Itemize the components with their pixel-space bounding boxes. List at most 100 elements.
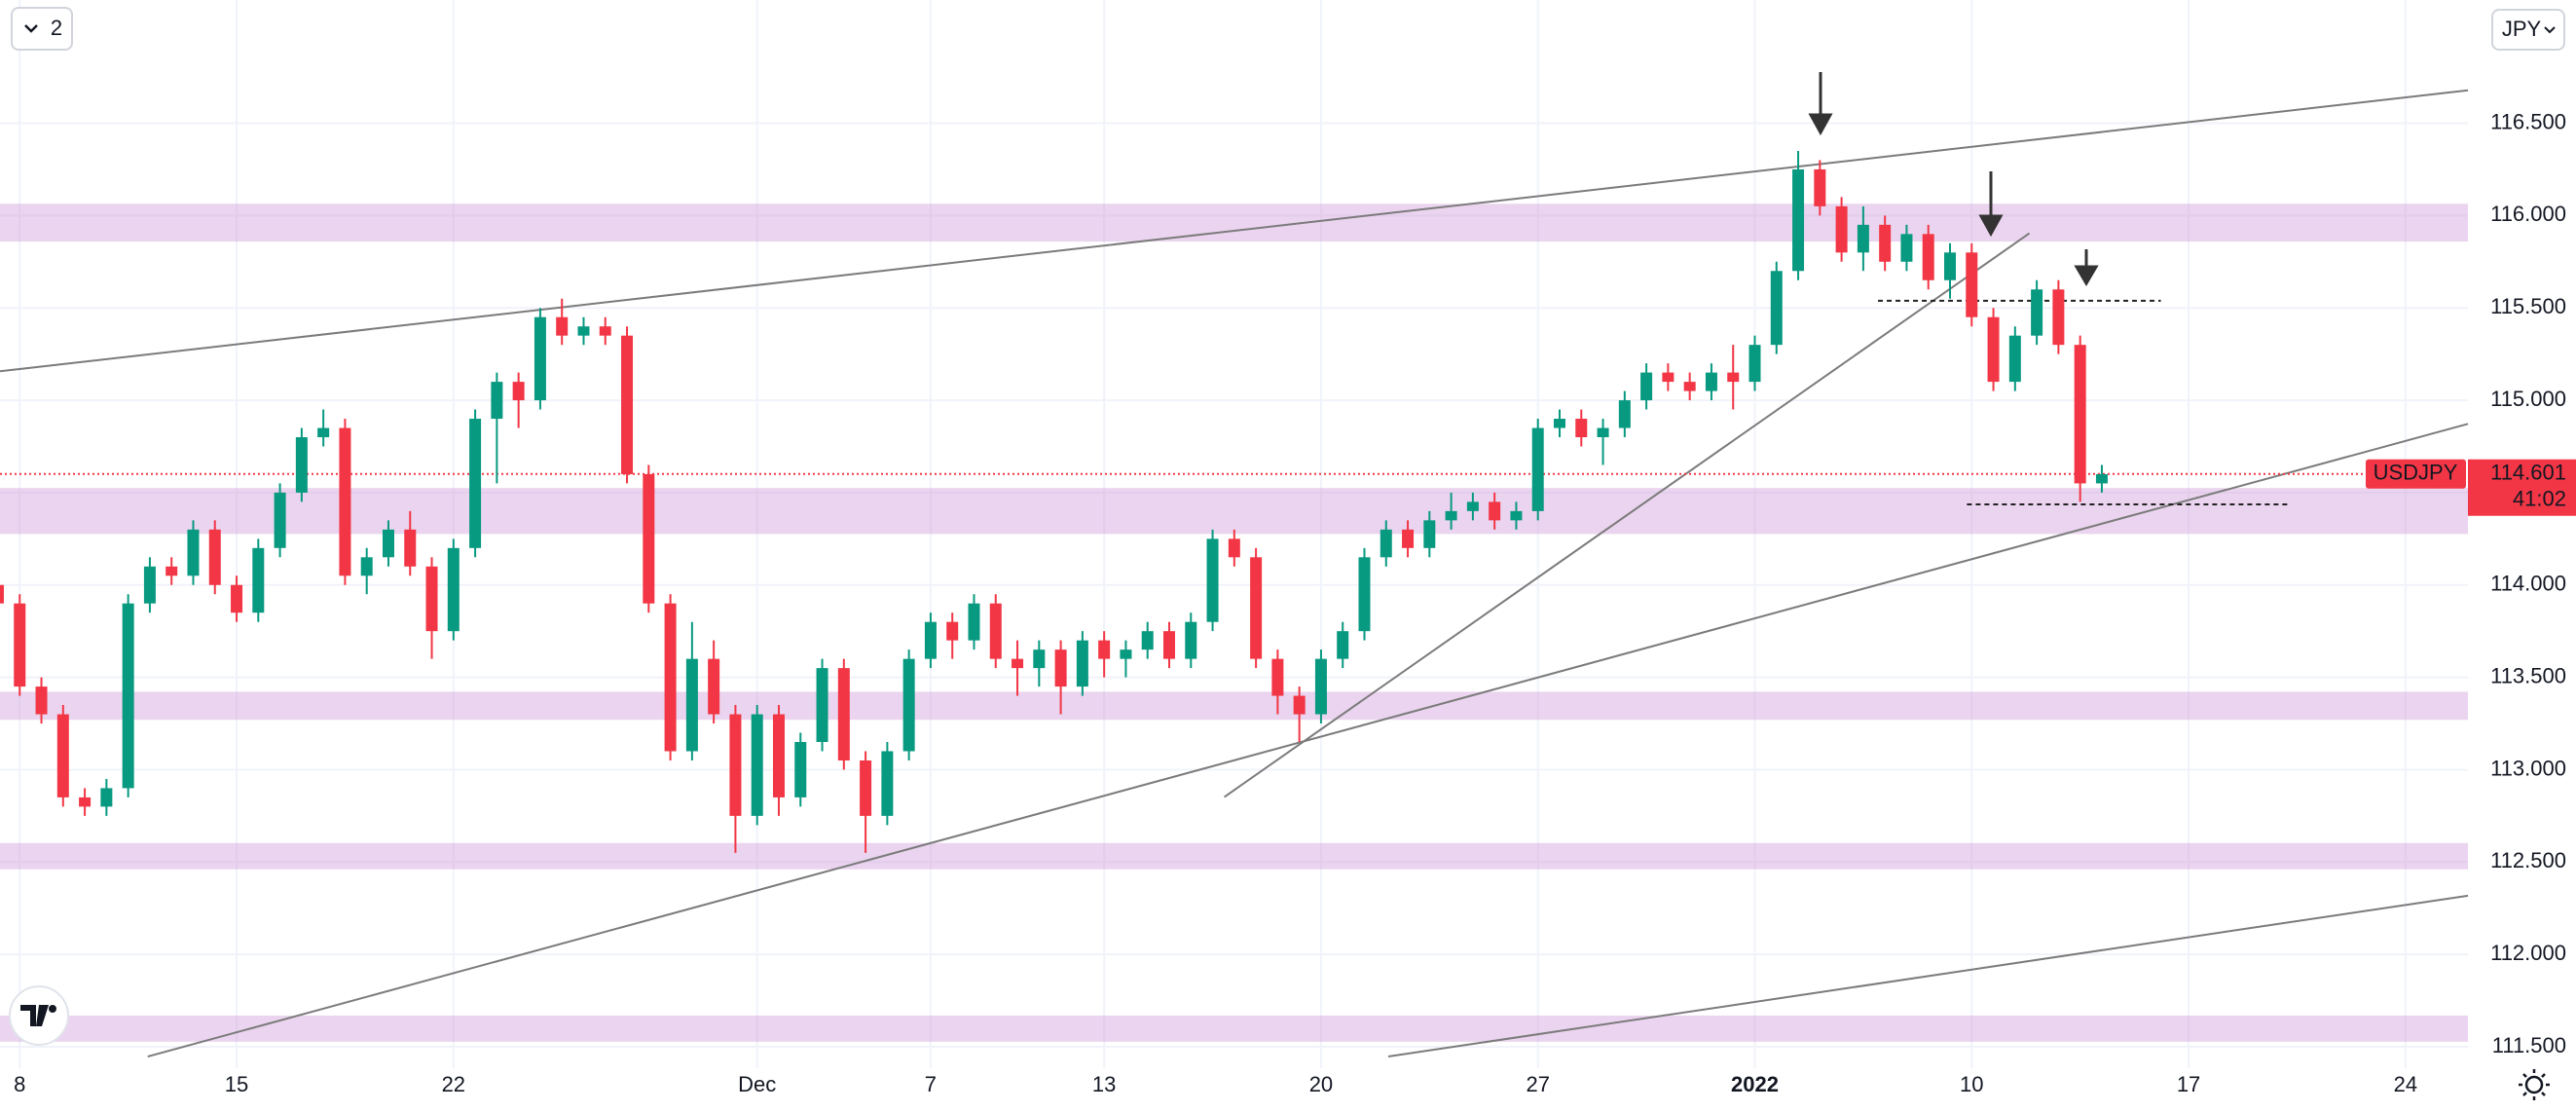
arrow-head: [1978, 214, 2004, 238]
candle-body: [1358, 557, 1371, 632]
candle-body: [1531, 427, 1544, 511]
candle-body: [1597, 427, 1609, 438]
x-tick-label: 2022: [1731, 1072, 1779, 1096]
candle-body: [729, 714, 742, 816]
candle-body: [469, 419, 482, 548]
candle-body: [122, 603, 134, 789]
candle-body: [643, 473, 655, 604]
candle-body: [208, 529, 221, 585]
candle-body: [317, 427, 330, 438]
candle-body: [1466, 501, 1479, 511]
candle-body: [14, 603, 26, 687]
candle-body: [534, 316, 546, 401]
settings-icon[interactable]: [2519, 1069, 2550, 1100]
candle-body: [1922, 234, 1934, 280]
zone: [0, 204, 2468, 242]
y-tick-label: 115.000: [2490, 387, 2566, 411]
button-frame[interactable]: [2491, 9, 2565, 51]
layout-button[interactable]: 2: [11, 7, 73, 51]
candle-body: [1250, 557, 1263, 659]
candle-body: [1575, 419, 1588, 438]
candle-body: [1489, 501, 1501, 521]
candle-body: [837, 668, 850, 760]
candle-body: [1966, 252, 1978, 317]
zone: [0, 488, 2468, 535]
candle-body: [1770, 271, 1783, 346]
candle-body: [295, 437, 308, 493]
candle-body: [100, 788, 113, 807]
candle-body: [794, 742, 807, 797]
candle-body: [1792, 168, 1805, 272]
y-tick-label: 113.000: [2490, 756, 2566, 780]
candle-body: [1748, 345, 1761, 383]
candle-body: [1402, 529, 1415, 548]
drawing-layer: [0, 89, 2469, 1058]
currency-button[interactable]: JPY: [2491, 9, 2565, 51]
x-tick-label: 7: [925, 1072, 937, 1096]
x-tick-label: 24: [2394, 1072, 2417, 1096]
trend-line: [1387, 894, 2469, 1058]
trend-line: [1224, 232, 2031, 798]
trend-line: [0, 89, 2469, 373]
candle-body: [187, 529, 200, 576]
y-tick-label: 116.500: [2490, 109, 2566, 133]
candle-body: [79, 797, 92, 807]
candle-body: [231, 584, 243, 613]
candle-body: [1618, 400, 1631, 428]
currency-label: JPY: [2502, 17, 2542, 41]
x-tick-label: 17: [2177, 1072, 2200, 1096]
candle-body: [1423, 520, 1436, 548]
candle-body: [1228, 538, 1240, 558]
candle-body: [1510, 510, 1523, 521]
candle-body: [2008, 335, 2021, 383]
button-frame[interactable]: [11, 7, 73, 51]
candle-body: [447, 547, 460, 632]
y-tick-label: 114.000: [2490, 572, 2566, 596]
candle-body: [1553, 419, 1565, 428]
candle-body: [1879, 224, 1892, 262]
y-tick-label: 115.500: [2490, 294, 2566, 318]
candle-body: [2052, 289, 2065, 346]
candle-body: [1206, 538, 1219, 622]
candle-body: [1054, 649, 1067, 687]
x-tick-label: 27: [1526, 1072, 1549, 1096]
candle-body: [1445, 510, 1457, 521]
candle-body: [772, 714, 785, 797]
candle-body: [2074, 345, 2086, 484]
candle-body: [1900, 234, 1913, 262]
candle-body: [599, 326, 611, 336]
candle-body: [751, 714, 763, 816]
arrow-head: [2074, 265, 2099, 286]
candle-body: [425, 566, 438, 632]
candle-body: [685, 658, 698, 752]
candle-body: [1727, 372, 1740, 383]
x-tick-label: Dec: [738, 1072, 776, 1096]
candle-body: [0, 584, 4, 604]
candle-body: [252, 547, 265, 613]
candle-body: [902, 658, 915, 752]
candle-body: [339, 427, 351, 576]
logo[interactable]: [9, 985, 69, 1046]
x-tick-label: 13: [1092, 1072, 1116, 1096]
trend-line: [147, 423, 2469, 1058]
candle-body: [989, 603, 1002, 659]
zone: [0, 842, 2468, 870]
gear-core[interactable]: [2524, 1075, 2544, 1094]
button-label: 2: [51, 16, 62, 40]
axis-layer: 8 15 22 Dec 7 13 20 27 2022 10 17 24 111.500 112.000 1…: [14, 109, 2576, 1096]
candle-body: [382, 529, 394, 558]
candle-body: [556, 316, 569, 336]
candle-body: [1987, 316, 2000, 383]
candle-body: [1380, 529, 1392, 558]
chevron: [2544, 26, 2556, 34]
logo-dot: [49, 1005, 56, 1013]
zone: [0, 1015, 2468, 1042]
candle-body: [1314, 658, 1327, 715]
candle-body: [924, 621, 937, 659]
candle-body: [1662, 372, 1674, 383]
y-tick-label: 111.500: [2492, 1033, 2566, 1057]
candle-body: [664, 603, 677, 752]
candle-body: [1076, 640, 1088, 687]
symbol-tag: [2366, 459, 2466, 489]
zone-layer: [0, 204, 2468, 1042]
